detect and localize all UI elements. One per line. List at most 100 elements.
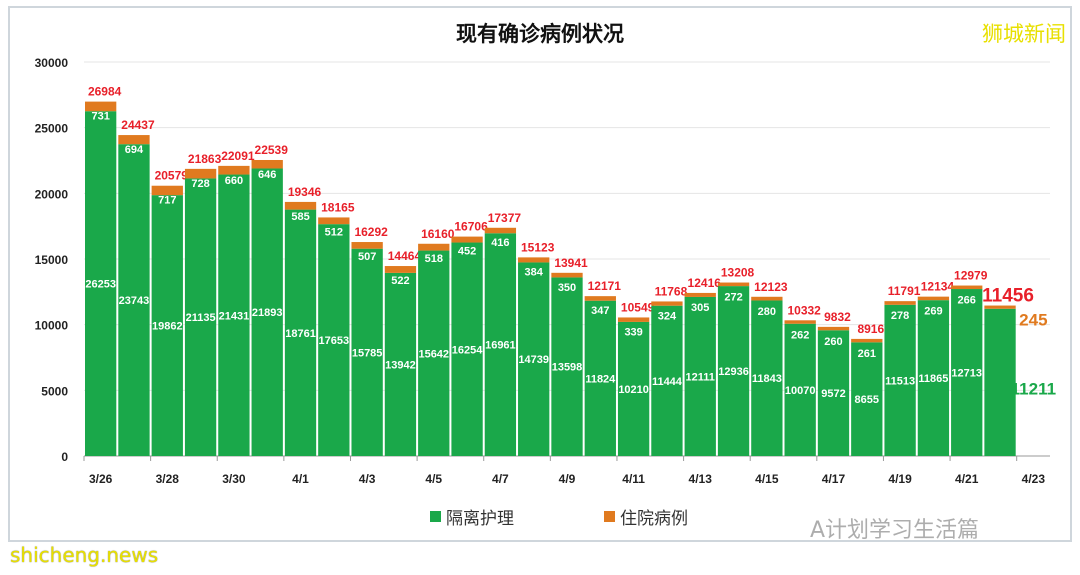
bar-hospital bbox=[951, 285, 983, 290]
bar-hospital bbox=[784, 320, 816, 324]
x-tick-label: 4/7 bbox=[492, 472, 509, 486]
bar-isolation bbox=[884, 304, 916, 456]
data-label-hospital: 324 bbox=[658, 310, 677, 322]
bar-hospital bbox=[85, 101, 117, 112]
data-label-hospital: 266 bbox=[958, 295, 976, 307]
data-label-hospital: 731 bbox=[91, 111, 109, 123]
data-label-isolation: 15785 bbox=[352, 347, 383, 359]
data-label-hospital: 717 bbox=[158, 195, 176, 207]
data-label-isolation: 11444 bbox=[652, 376, 683, 388]
data-label-total: 9832 bbox=[824, 310, 851, 324]
bar-isolation bbox=[251, 168, 283, 457]
footer-source: shicheng.news bbox=[10, 543, 159, 567]
bar-isolation bbox=[617, 321, 650, 456]
bar-hospital bbox=[984, 305, 1016, 309]
bar-isolation bbox=[584, 300, 616, 456]
bar-isolation bbox=[451, 242, 483, 456]
x-tick-label: 4/11 bbox=[622, 472, 645, 486]
legend-swatch bbox=[604, 511, 615, 522]
data-label-isolation: 10070 bbox=[785, 385, 816, 397]
bar-hospital bbox=[684, 292, 716, 297]
x-tick-label: 4/1 bbox=[292, 472, 309, 486]
data-label-hospital: 260 bbox=[824, 336, 842, 348]
bar-hospital bbox=[184, 168, 217, 179]
bar-isolation bbox=[351, 248, 383, 456]
data-label-isolation: 13598 bbox=[552, 362, 583, 374]
bar-hospital bbox=[218, 165, 250, 175]
data-label-hospital: 522 bbox=[391, 275, 409, 287]
data-label-isolation: 13942 bbox=[385, 359, 416, 371]
data-label-hospital: 272 bbox=[724, 292, 742, 304]
y-tick-label: 30000 bbox=[35, 56, 69, 70]
data-label-isolation: 11865 bbox=[918, 373, 948, 385]
x-tick-label: 4/15 bbox=[755, 472, 779, 486]
data-label-total: 24437 bbox=[121, 118, 155, 132]
bar-hospital bbox=[384, 266, 417, 273]
data-label-hospital: 280 bbox=[758, 306, 776, 318]
data-label-total: 19346 bbox=[288, 185, 322, 199]
bar-isolation bbox=[484, 233, 517, 456]
data-label-total: 20579 bbox=[155, 169, 189, 183]
y-tick-label: 25000 bbox=[35, 122, 69, 136]
bar-hospital bbox=[318, 217, 350, 225]
data-label-hospital: 278 bbox=[891, 310, 909, 322]
data-label-total: 26984 bbox=[88, 85, 122, 99]
data-label-hospital: 452 bbox=[458, 246, 476, 258]
bar-isolation bbox=[717, 286, 750, 456]
data-label-total: 12123 bbox=[754, 280, 788, 294]
bar-hospital bbox=[151, 185, 183, 196]
chart-title: 现有确诊病例状况 bbox=[456, 22, 624, 46]
bar-hospital bbox=[884, 301, 916, 305]
bar-isolation bbox=[118, 144, 150, 456]
data-label-isolation: 26253 bbox=[85, 279, 116, 291]
bar-hospital bbox=[118, 135, 150, 145]
data-label-total: 13941 bbox=[554, 256, 588, 270]
x-tick-label: 4/3 bbox=[359, 472, 376, 486]
bar-isolation bbox=[518, 262, 550, 456]
data-label-isolation: 10210 bbox=[618, 384, 649, 396]
bar-isolation bbox=[384, 272, 417, 456]
y-tick-label: 15000 bbox=[35, 253, 69, 267]
bar-hospital bbox=[351, 242, 383, 249]
bar-hospital bbox=[817, 326, 850, 331]
data-label-isolation: 12713 bbox=[951, 368, 982, 380]
bar-hospital bbox=[584, 296, 616, 301]
y-tick-label: 20000 bbox=[35, 187, 69, 201]
data-label-total: 11456 bbox=[982, 286, 1034, 307]
data-label-total: 11791 bbox=[888, 284, 921, 298]
bar-isolation bbox=[151, 195, 183, 456]
data-label-hospital: 350 bbox=[558, 282, 576, 294]
bar-hospital bbox=[418, 243, 450, 251]
x-tick-label: 4/19 bbox=[888, 472, 912, 486]
data-label-total: 16160 bbox=[421, 227, 455, 241]
x-tick-label: 4/21 bbox=[955, 472, 979, 486]
bar-isolation bbox=[651, 305, 683, 456]
data-label-hospital: 245 bbox=[1019, 311, 1047, 330]
data-label-hospital: 305 bbox=[691, 302, 709, 314]
bar-hospital bbox=[751, 296, 783, 301]
bar-isolation bbox=[418, 250, 450, 456]
bar-isolation bbox=[851, 342, 883, 456]
data-label-total: 16706 bbox=[454, 220, 488, 234]
bar-hospital bbox=[451, 236, 483, 243]
bar-hospital bbox=[284, 201, 317, 210]
bar-isolation bbox=[784, 323, 816, 456]
data-label-hospital: 518 bbox=[425, 253, 443, 265]
bar-hospital bbox=[617, 317, 650, 322]
data-label-hospital: 347 bbox=[591, 305, 609, 317]
data-label-isolation: 18761 bbox=[285, 328, 316, 340]
bar-isolation bbox=[817, 330, 850, 456]
data-label-isolation: 19862 bbox=[152, 321, 183, 333]
bar-hospital bbox=[518, 257, 550, 263]
x-tick-label: 3/30 bbox=[222, 472, 246, 486]
bar-hospital bbox=[917, 296, 950, 301]
legend-item-hospital: 住院病例 bbox=[604, 504, 688, 529]
data-label-hospital: 339 bbox=[624, 326, 642, 338]
y-tick-label: 0 bbox=[61, 450, 68, 464]
x-tick-label: 3/26 bbox=[89, 472, 113, 486]
data-label-isolation: 11843 bbox=[752, 373, 782, 385]
bar-isolation bbox=[184, 178, 217, 456]
data-label-hospital: 694 bbox=[125, 144, 144, 156]
data-label-total: 18165 bbox=[321, 200, 355, 214]
